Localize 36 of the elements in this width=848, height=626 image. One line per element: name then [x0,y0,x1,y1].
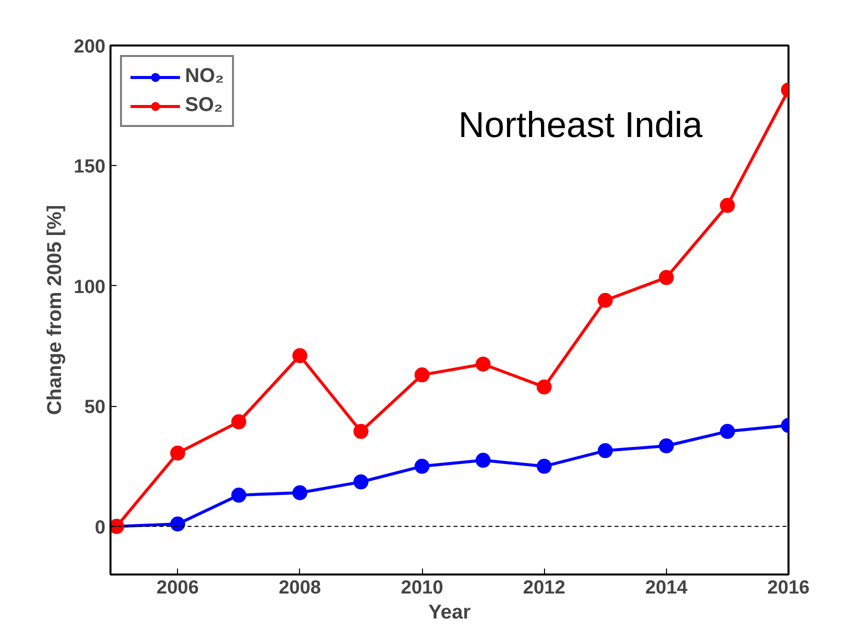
x-tick-label: 2008 [278,578,321,598]
annotation: Northeast India [458,104,704,145]
x-tick-label: 2006 [156,578,199,598]
point [231,414,246,430]
y-tick-label: 100 [74,276,106,298]
y-tick-label: 150 [74,156,106,178]
point [720,198,735,213]
point [170,446,186,461]
point [353,424,368,439]
legend-label: SO₂ [185,94,223,117]
point [536,458,552,474]
point [476,356,491,372]
y-tick-label: 50 [84,397,106,418]
x-tick-label: 2010 [400,578,444,598]
x-tick-label: 2016 [767,578,810,598]
point [414,458,430,474]
point [598,443,613,458]
point [170,516,186,532]
point [658,270,674,286]
point [720,424,735,439]
y-tick-label: 200 [74,36,106,58]
x-tick-label: 2012 [523,578,566,598]
legend-label: NO₂ [185,65,224,88]
y-axis-title: Change from 2005 [%] [44,204,66,416]
point [476,452,491,468]
x-tick-label: 2014 [645,578,688,598]
point [536,379,552,394]
x-axis-title: Year [428,602,471,624]
point [231,488,246,503]
point [353,474,368,490]
point [292,348,308,364]
point [414,367,430,382]
point [658,438,674,454]
point [292,485,308,500]
point [598,292,613,308]
y-tick-label: 0 [94,517,106,538]
